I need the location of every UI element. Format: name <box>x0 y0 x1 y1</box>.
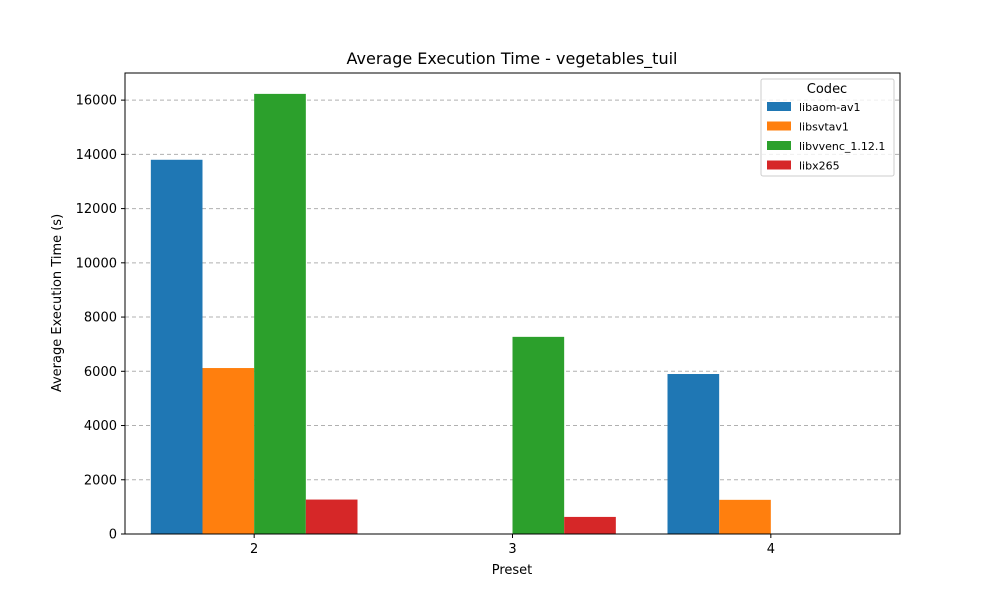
y-tick-label: 4000 <box>84 419 117 434</box>
legend-swatch-libvvenc_1.12.1 <box>767 141 791 150</box>
y-tick-label: 14000 <box>76 148 117 163</box>
y-axis-label: Average Execution Time (s) <box>50 214 65 392</box>
y-axis-ticks: 0 2000 4000 6000 8000 10000 12000 14000 16000 <box>76 94 125 543</box>
legend-swatch-libx265 <box>767 160 791 170</box>
bars <box>150 93 771 534</box>
legend-swatch-libsvtav1 <box>767 121 791 131</box>
y-tick-label: 12000 <box>76 202 117 217</box>
bar-libvvenc_1.12.1-2 <box>254 93 306 534</box>
bar-libx265-3 <box>564 516 616 534</box>
y-tick-label: 10000 <box>76 256 117 271</box>
legend-label-libaom-av1: libaom-av1 <box>799 101 861 114</box>
bar-libx265-2 <box>305 499 358 534</box>
x-tick-label: 3 <box>508 542 516 557</box>
x-axis-ticks: 2 3 4 <box>250 534 775 557</box>
y-tick-label: 2000 <box>84 473 117 488</box>
bar-libsvtav1-2 <box>202 368 255 534</box>
x-tick-label: 4 <box>767 542 775 557</box>
bar-libaom-av1-4 <box>667 374 720 534</box>
y-tick-label: 16000 <box>76 94 117 109</box>
legend: Codec libaom-av1 libsvtav1 libvvenc_1.12.1… <box>760 78 895 177</box>
bar-libaom-av1-2 <box>150 159 203 534</box>
y-tick-label: 8000 <box>84 311 117 326</box>
legend-box <box>760 78 895 177</box>
x-axis-label: Preset <box>492 563 533 578</box>
y-tick-label: 6000 <box>84 365 117 380</box>
legend-title: Codec <box>807 82 847 97</box>
bar-libvvenc_1.12.1-3 <box>512 336 565 534</box>
legend-label-libx265: libx265 <box>799 160 840 173</box>
legend-label-libsvtav1: libsvtav1 <box>799 121 849 134</box>
legend-swatch-libaom-av1 <box>767 102 791 111</box>
y-tick-label: 0 <box>109 528 117 543</box>
legend-label-libvvenc_1.12.1: libvvenc_1.12.1 <box>799 140 885 153</box>
bar-libsvtav1-4 <box>719 499 771 534</box>
chart-title: Average Execution Time - vegetables_tuil <box>347 49 678 69</box>
x-tick-label: 2 <box>250 542 258 557</box>
